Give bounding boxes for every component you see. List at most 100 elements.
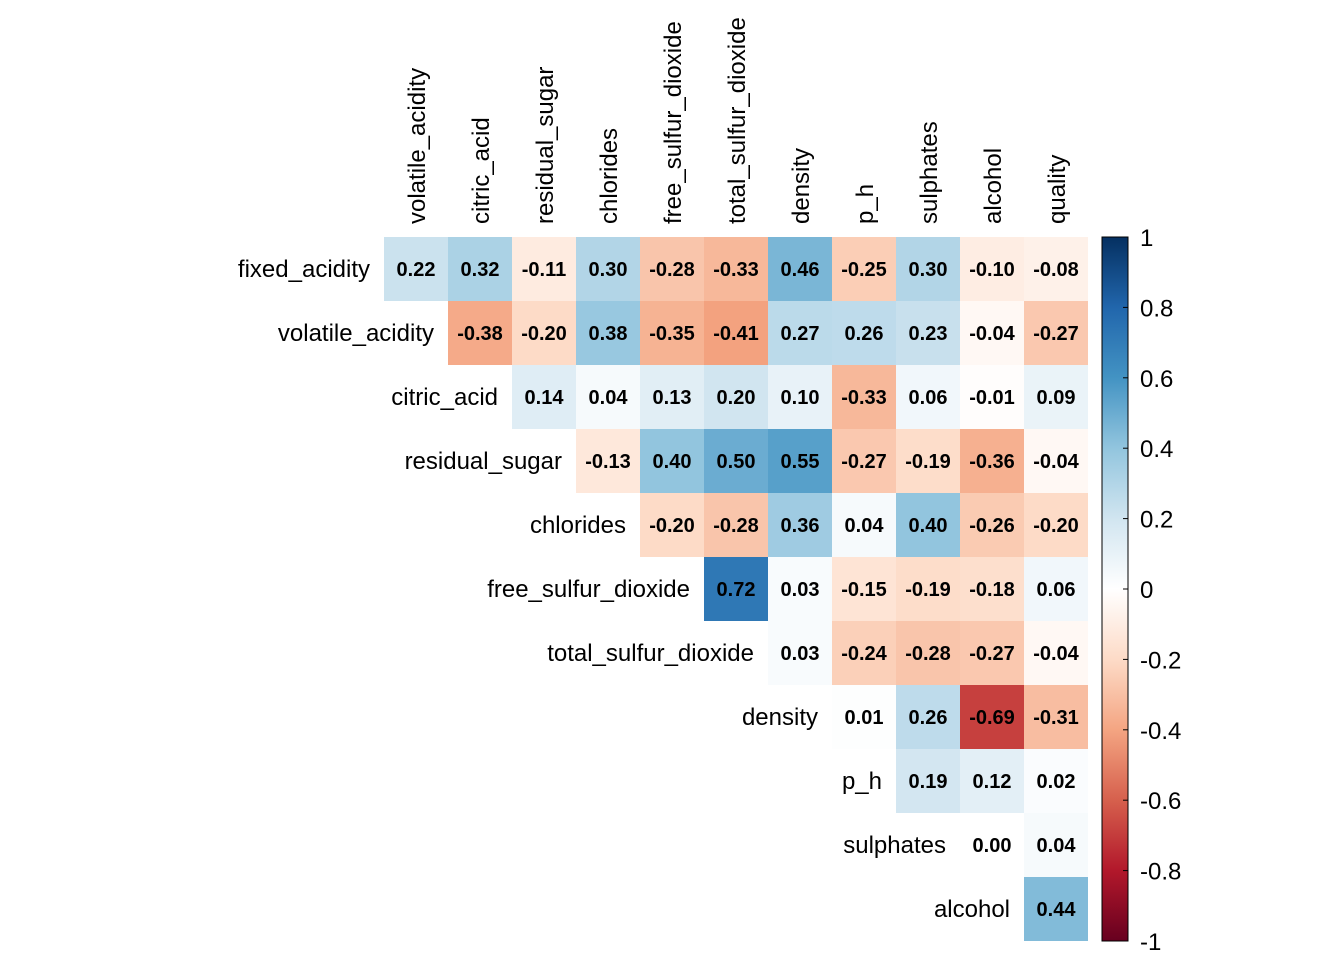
cell-value-label: 0.23 <box>909 323 948 345</box>
cell-value-label: 0.22 <box>397 259 436 281</box>
cell-value-label: -0.36 <box>969 451 1015 473</box>
heatmap-cell <box>576 301 640 365</box>
cell-value-label: -0.38 <box>457 323 503 345</box>
heatmap-cell <box>1024 557 1088 621</box>
cell-value-label: -0.35 <box>649 323 695 345</box>
cell-value-label: -0.28 <box>905 643 951 665</box>
heatmap-cell <box>768 621 832 685</box>
cell-value-label: 0.32 <box>461 259 500 281</box>
cell-value-label: -0.10 <box>969 259 1015 281</box>
heatmap-cell <box>832 621 896 685</box>
cell-value-label: 0.14 <box>525 387 565 409</box>
cell-value-label: 0.06 <box>1037 579 1076 601</box>
heatmap-cell <box>1024 237 1088 301</box>
cell-value-label: 0.46 <box>781 259 820 281</box>
heatmap-cells: 0.22 0.32 -0.11 0.30 -0.28 -0.33 0.46 -0.25 0.30… <box>384 237 1088 941</box>
heatmap-cell <box>768 493 832 557</box>
cell-value-label: -0.01 <box>969 387 1015 409</box>
heatmap-cell <box>704 365 768 429</box>
heatmap-cell <box>896 365 960 429</box>
colorbar-tick-label: 1 <box>1140 225 1153 252</box>
cell-value-label: -0.27 <box>969 643 1015 665</box>
cell-value-label: 0.03 <box>781 579 820 601</box>
cell-value-label: 0.02 <box>1037 771 1076 793</box>
cell-value-label: -0.25 <box>841 259 887 281</box>
heatmap-cell <box>576 429 640 493</box>
column-label: volatile_acidity <box>404 68 431 224</box>
row-label: density <box>742 704 818 731</box>
cell-value-label: 0.00 <box>973 835 1012 857</box>
heatmap-cell <box>768 301 832 365</box>
cell-value-label: 0.06 <box>909 387 948 409</box>
cell-value-label: 0.04 <box>1037 835 1077 857</box>
heatmap-cell <box>640 493 704 557</box>
heatmap-cell <box>1024 685 1088 749</box>
column-label: quality <box>1044 155 1071 224</box>
row-label: residual_sugar <box>405 448 562 475</box>
cell-value-label: 0.30 <box>909 259 948 281</box>
heatmap-cell <box>768 557 832 621</box>
cell-value-label: 0.19 <box>909 771 948 793</box>
heatmap-cell <box>832 493 896 557</box>
colorbar-tick-label: 0.8 <box>1140 295 1173 322</box>
cell-value-label: 0.30 <box>589 259 628 281</box>
cell-value-label: -0.19 <box>905 451 951 473</box>
colorbar-tick-label: -0.8 <box>1140 859 1181 886</box>
column-label: sulphates <box>916 121 943 224</box>
cell-value-label: 0.10 <box>781 387 820 409</box>
heatmap-cell <box>832 365 896 429</box>
column-label: chlorides <box>596 128 623 224</box>
colorbar-tick-label: 0.2 <box>1140 507 1173 534</box>
colorbar-tick-label: -0.4 <box>1140 718 1181 745</box>
column-label: total_sulfur_dioxide <box>724 17 751 224</box>
heatmap-cell <box>832 685 896 749</box>
heatmap-cell <box>896 237 960 301</box>
cell-value-label: -0.13 <box>585 451 631 473</box>
heatmap-cell <box>768 365 832 429</box>
heatmap-cell <box>960 621 1024 685</box>
cell-value-label: -0.11 <box>522 259 566 281</box>
heatmap-cell <box>512 301 576 365</box>
cell-value-label: -0.28 <box>713 515 759 537</box>
cell-value-label: 0.38 <box>589 323 628 345</box>
row-label: free_sulfur_dioxide <box>487 576 690 603</box>
cell-value-label: -0.04 <box>1033 643 1079 665</box>
heatmap-cell <box>896 621 960 685</box>
cell-value-label: -0.19 <box>905 579 951 601</box>
heatmap-cell <box>704 301 768 365</box>
cell-value-label: 0.03 <box>781 643 820 665</box>
column-label: residual_sugar <box>532 67 559 224</box>
heatmap-cell <box>448 301 512 365</box>
cell-value-label: 0.01 <box>845 707 884 729</box>
heatmap-cell <box>1024 877 1088 941</box>
cell-value-label: -0.28 <box>649 259 695 281</box>
heatmap-cell <box>832 237 896 301</box>
column-label: free_sulfur_dioxide <box>660 21 687 224</box>
heatmap-cell <box>832 429 896 493</box>
colorbar-legend: 1 0.8 0.6 0.4 0.2 0 -0.2 -0.4 -0.6 -0.8 -1 <box>1101 225 1181 956</box>
heatmap-cell <box>896 557 960 621</box>
heatmap-cell <box>960 429 1024 493</box>
cell-value-label: -0.33 <box>841 387 887 409</box>
heatmap-cell <box>1024 365 1088 429</box>
cell-value-label: 0.40 <box>653 451 692 473</box>
column-label: alcohol <box>980 148 1007 224</box>
heatmap-cell <box>1024 493 1088 557</box>
heatmap-cell <box>704 557 768 621</box>
column-label: density <box>788 148 815 224</box>
heatmap-cell <box>704 429 768 493</box>
cell-value-label: 0.13 <box>653 387 692 409</box>
heatmap-cell <box>704 237 768 301</box>
cell-value-label: 0.04 <box>845 515 885 537</box>
heatmap-cell <box>512 237 576 301</box>
row-label: alcohol <box>934 896 1010 923</box>
row-label: volatile_acidity <box>278 320 434 347</box>
heatmap-cell <box>960 685 1024 749</box>
heatmap-cell <box>896 429 960 493</box>
heatmap-cell <box>768 237 832 301</box>
heatmap-cell <box>384 237 448 301</box>
heatmap-cell <box>832 557 896 621</box>
cell-value-label: -0.27 <box>841 451 887 473</box>
row-label: citric_acid <box>391 384 498 411</box>
column-labels: volatile_acidity citric_acid residual_suga… <box>404 17 1071 224</box>
